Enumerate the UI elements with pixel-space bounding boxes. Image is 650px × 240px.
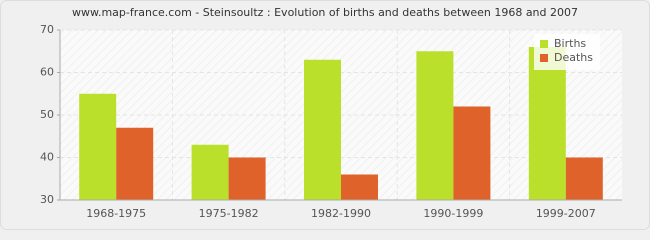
bar xyxy=(565,157,603,200)
bar xyxy=(116,127,154,200)
legend-swatch xyxy=(540,40,548,48)
y-tick-label: 40 xyxy=(40,151,54,164)
x-tick-label: 1968-1975 xyxy=(86,207,146,220)
bar xyxy=(228,157,266,200)
x-tick-label: 1999-2007 xyxy=(536,207,596,220)
y-tick-label: 50 xyxy=(40,108,54,121)
x-tick-label: 1975-1982 xyxy=(199,207,259,220)
y-tick-label: 60 xyxy=(40,66,54,79)
legend-swatch xyxy=(540,54,548,62)
chart-title: www.map-france.com - Steinsoultz : Evolu… xyxy=(72,6,578,19)
bar xyxy=(453,106,491,200)
plot: 30 40 50 60 70 1968-1975 1975-1982 1982-1990 199… xyxy=(40,23,622,220)
x-tick-label: 1982-1990 xyxy=(311,207,371,220)
legend-label: Deaths xyxy=(554,51,593,64)
chart: www.map-france.com - Steinsoultz : Evolu… xyxy=(0,0,650,230)
bar xyxy=(191,144,229,200)
y-tick-label: 70 xyxy=(40,23,54,36)
legend-label: Births xyxy=(554,37,586,50)
bar xyxy=(528,47,566,200)
bar xyxy=(304,59,341,200)
bar xyxy=(341,174,378,200)
y-tick-label: 30 xyxy=(40,193,54,206)
x-tick-label: 1990-1999 xyxy=(423,207,483,220)
bar xyxy=(416,51,454,200)
bar xyxy=(79,93,117,200)
